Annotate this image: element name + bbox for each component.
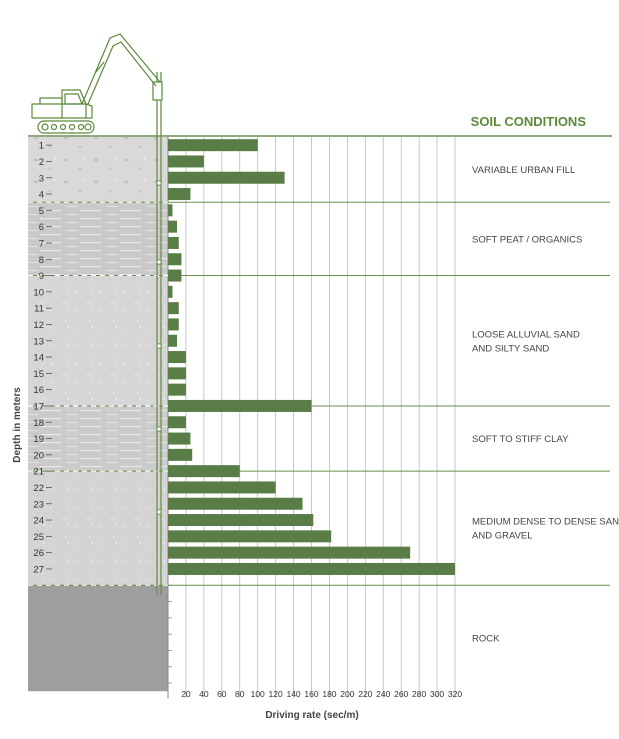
pile	[156, 100, 162, 595]
depth-label: 4	[39, 190, 44, 201]
x-tick-label: 240	[376, 689, 390, 699]
depth-label: 17	[33, 401, 44, 412]
soil-column	[28, 137, 168, 692]
excavator-illustration	[31, 33, 163, 134]
depth-label: 15	[33, 369, 44, 380]
x-tick-label: 20	[181, 689, 191, 699]
bar-depth-18	[168, 416, 186, 429]
bar-depth-7	[168, 236, 179, 249]
depth-label: 19	[33, 434, 44, 445]
x-tick-label: 220	[358, 689, 372, 699]
depth-label: 24	[33, 516, 44, 527]
soil-layers: VARIABLE URBAN FILL SOFT PEAT / ORGANICS L…	[28, 165, 619, 645]
bar-depth-8	[168, 253, 182, 266]
bar-depth-13	[168, 334, 177, 347]
bar-depth-20	[168, 448, 193, 461]
x-tick-label: 200	[340, 689, 354, 699]
layer-label: SOFT TO STIFF CLAY	[472, 434, 569, 445]
x-tick-label: 140	[286, 689, 300, 699]
depth-label: 25	[33, 532, 44, 543]
bar-depth-23	[168, 497, 303, 510]
bar-depth-1	[168, 139, 258, 152]
layer-label: ROCK	[472, 634, 500, 645]
y-axis-label: Depth in meters	[12, 387, 23, 463]
bar-depth-4	[168, 188, 191, 201]
depth-label: 8	[39, 255, 44, 266]
bar-depth-21	[168, 465, 240, 478]
x-tick-label: 160	[304, 689, 318, 699]
depth-label: 20	[33, 450, 44, 461]
depth-label: 2	[39, 157, 44, 168]
chart-title: SOIL CONDITIONS	[471, 114, 587, 129]
x-tick-label: 280	[412, 689, 426, 699]
bar-depth-17	[168, 399, 312, 412]
soil-layer-texture	[28, 137, 168, 203]
x-tick-label: 100	[251, 689, 265, 699]
soil-layer-fill	[28, 585, 168, 692]
x-tick-label: 260	[394, 689, 408, 699]
x-tick-label: 60	[217, 689, 227, 699]
x-tick-label: 320	[448, 689, 462, 699]
x-axis: 20 40 60 80 100 120 140 160 180 200 220 240 260 280 30…	[181, 689, 462, 699]
depth-label: 23	[33, 499, 44, 510]
depth-label: 6	[39, 222, 44, 233]
x-tick-label: 300	[430, 689, 444, 699]
bar-depth-16	[168, 383, 186, 396]
bar-depth-12	[168, 318, 179, 331]
depth-label: 14	[33, 353, 44, 364]
depth-label: 18	[33, 418, 44, 429]
depth-label: 3	[39, 173, 44, 184]
bar-depth-11	[168, 302, 179, 315]
bar-depth-5	[168, 204, 173, 217]
bar-depth-14	[168, 351, 186, 364]
grid-lines	[167, 137, 456, 698]
depth-label: 16	[33, 385, 44, 396]
depth-label: 22	[33, 483, 44, 494]
depth-label: 5	[39, 206, 44, 217]
bar-depth-19	[168, 432, 191, 445]
layer-label: VARIABLE URBAN FILL	[472, 165, 575, 176]
depth-label: 21	[33, 467, 44, 478]
bar-depth-24	[168, 514, 314, 527]
soil-layer-texture	[28, 471, 168, 586]
depth-label: 12	[33, 320, 44, 331]
depth-label: 11	[34, 304, 44, 315]
layer-label: MEDIUM DENSE TO DENSE SAND AND GRAVEL	[472, 517, 619, 542]
depth-label: 26	[33, 548, 44, 559]
depth-label: 13	[33, 336, 44, 347]
depth-label: 1	[39, 141, 44, 152]
x-axis-label: Driving rate (sec/m)	[265, 710, 358, 721]
depth-label: 7	[39, 238, 44, 249]
soil-layer-texture	[28, 202, 168, 276]
bar-depth-26	[168, 546, 411, 559]
x-tick-label: 120	[269, 689, 283, 699]
bar-depth-9	[168, 269, 182, 282]
bar-depth-2	[168, 155, 204, 168]
bar-depth-27	[168, 562, 455, 575]
bar-depth-6	[168, 220, 177, 233]
depth-axis: 1234567891011121314151617181920212223242…	[33, 141, 52, 575]
x-tick-label: 40	[199, 689, 209, 699]
bar-series	[168, 139, 455, 575]
layer-label: SOFT PEAT / ORGANICS	[472, 234, 582, 245]
depth-label: 27	[33, 564, 44, 575]
x-tick-label: 80	[235, 689, 245, 699]
bar-depth-3	[168, 171, 285, 184]
bar-depth-25	[168, 530, 332, 543]
bar-depth-15	[168, 367, 186, 380]
depth-label: 9	[39, 271, 44, 282]
bar-depth-10	[168, 285, 173, 298]
depth-label: 10	[33, 287, 44, 298]
layer-label: LOOSE ALLUVIAL SAND AND SILTY SAND	[472, 329, 580, 354]
x-tick-label: 180	[322, 689, 336, 699]
bar-depth-22	[168, 481, 276, 494]
